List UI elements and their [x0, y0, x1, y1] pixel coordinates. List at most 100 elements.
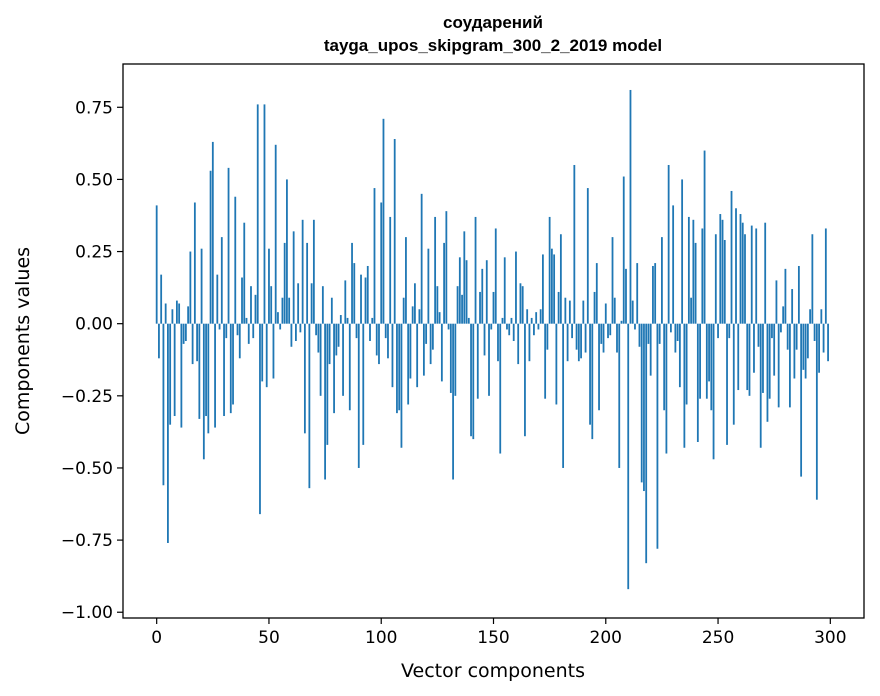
bar — [279, 323, 282, 330]
bar — [705, 323, 708, 399]
bar — [277, 312, 279, 324]
bar — [169, 323, 172, 425]
bar — [263, 104, 266, 324]
bar — [690, 297, 692, 324]
bar — [155, 205, 158, 324]
bar — [454, 323, 457, 396]
bar — [371, 317, 374, 324]
bar — [712, 323, 715, 460]
x-axis-ticks: 0 50 100 150 200 250 300 — [151, 618, 847, 648]
bar — [344, 280, 347, 324]
y-tick-label: 0.50 — [75, 170, 113, 190]
bar — [811, 234, 814, 324]
x-tick-label: 0 — [151, 628, 162, 648]
bar — [236, 323, 239, 336]
bar — [458, 257, 461, 324]
bar — [676, 323, 679, 341]
plot-frame — [122, 63, 865, 619]
bar — [685, 323, 688, 405]
bar — [741, 222, 744, 324]
bar — [488, 323, 490, 396]
bar — [328, 323, 331, 365]
bar — [205, 323, 207, 417]
bar — [438, 312, 441, 324]
bar — [355, 323, 358, 339]
bar — [768, 323, 771, 399]
bar — [393, 139, 396, 324]
bar — [234, 196, 237, 324]
bar — [178, 303, 181, 324]
bar — [306, 242, 309, 324]
bar — [683, 323, 686, 448]
bar — [259, 323, 261, 515]
bar — [164, 303, 167, 324]
bar — [490, 323, 493, 330]
bar — [533, 323, 535, 336]
bar — [193, 202, 196, 324]
bar — [762, 323, 764, 393]
bar — [189, 251, 192, 324]
bar — [211, 141, 214, 324]
bar — [654, 263, 657, 324]
bar — [252, 323, 255, 339]
bar — [748, 323, 751, 396]
bar — [416, 323, 419, 388]
bar — [299, 323, 302, 333]
bar — [528, 323, 531, 362]
bar — [652, 265, 654, 324]
bar — [272, 323, 275, 379]
bar — [566, 323, 569, 362]
bar — [512, 323, 515, 341]
bar — [353, 263, 356, 324]
bar — [162, 323, 165, 486]
bar — [247, 323, 250, 344]
bar — [818, 323, 820, 373]
bar — [184, 323, 187, 341]
bar — [759, 323, 762, 448]
bar — [544, 323, 547, 399]
x-axis-label: Vector components — [401, 660, 585, 682]
bar — [584, 323, 587, 353]
x-tick-label: 250 — [702, 628, 734, 648]
bar — [429, 323, 432, 365]
bar — [420, 193, 423, 324]
bar — [319, 323, 322, 396]
bar — [580, 323, 582, 359]
bar — [806, 323, 809, 359]
bar — [465, 260, 468, 324]
bar — [721, 219, 724, 324]
bar — [286, 179, 288, 324]
bar — [398, 323, 401, 411]
bar — [555, 323, 558, 405]
x-tick-label: 150 — [477, 628, 509, 648]
bar — [414, 283, 416, 324]
bar — [658, 323, 661, 344]
bar — [348, 323, 351, 411]
bar — [321, 286, 324, 324]
bar — [333, 323, 335, 414]
bar — [755, 228, 758, 324]
bar — [604, 303, 607, 324]
bar — [207, 323, 210, 434]
bar — [822, 323, 825, 353]
bar — [717, 323, 719, 339]
bar — [191, 323, 194, 365]
bar — [539, 309, 542, 324]
bar — [607, 323, 609, 339]
bar — [797, 265, 800, 324]
bar — [526, 309, 529, 324]
bar — [508, 323, 511, 336]
bar — [649, 323, 652, 376]
bar — [494, 228, 497, 324]
bar — [559, 234, 562, 324]
bar — [678, 323, 681, 388]
bar — [827, 323, 829, 362]
bar — [198, 323, 201, 419]
bar — [290, 323, 293, 347]
bar — [375, 323, 378, 356]
bar — [815, 323, 818, 500]
chart-title: соударений — [443, 13, 543, 32]
bar — [546, 323, 549, 350]
y-tick-label: 0.25 — [75, 243, 113, 263]
